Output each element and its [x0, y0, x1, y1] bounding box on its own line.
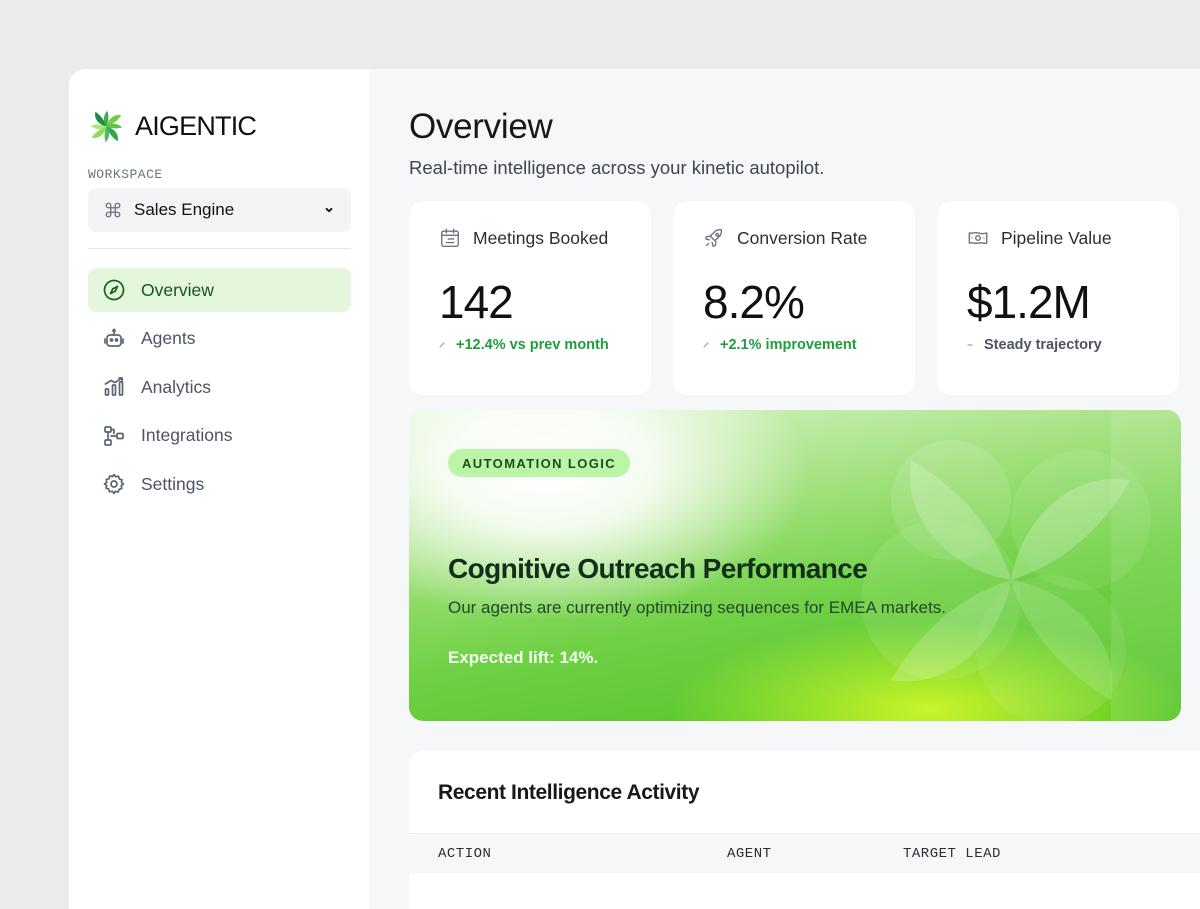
rocket-icon	[705, 228, 723, 247]
gear-icon	[103, 473, 125, 495]
sidebar-nav: Overview Agents Analytics	[88, 268, 351, 506]
stat-value: 8.2%	[703, 276, 805, 328]
hero-badge: AUTOMATION LOGIC	[448, 449, 631, 477]
pinwheel-watermark-icon	[861, 410, 1181, 721]
hero-lift: Expected lift: 14%.	[448, 648, 599, 667]
activity-panel: Recent Intelligence Activity ACTION AGEN…	[409, 751, 1200, 909]
robot-icon	[104, 328, 124, 347]
stat-value: $1.2M	[967, 276, 1091, 328]
sidebar-item-label: Agents	[141, 328, 196, 348]
sidebar-item-label: Overview	[141, 279, 214, 300]
page-title: Overview	[409, 107, 553, 146]
trend-up-icon	[703, 342, 709, 348]
workspace-value: Sales Engine	[134, 200, 235, 219]
hero-banner[interactable]: AUTOMATION LOGIC Cognitive Outreach Perf…	[409, 410, 1181, 721]
trend-flat-icon	[967, 344, 973, 346]
command-icon	[105, 202, 121, 218]
column-header-target-lead[interactable]: TARGET LEAD	[903, 845, 1001, 862]
main-content: Overview Real-time intelligence across y…	[370, 69, 1200, 909]
hero-title: Cognitive Outreach Performance	[448, 553, 868, 584]
brand[interactable]: AIGENTIC	[88, 105, 351, 147]
stat-delta-text: +2.1% improvement	[720, 337, 857, 353]
sidebar-item-overview[interactable]: Overview	[88, 268, 351, 312]
stat-label: Conversion Rate	[737, 227, 868, 248]
sidebar-item-label: Settings	[141, 473, 205, 494]
activity-title: Recent Intelligence Activity	[438, 781, 700, 804]
app-window: AIGENTIC WORKSPACE Sales Engine Overview	[69, 69, 1200, 909]
workspace-label: WORKSPACE	[88, 167, 163, 182]
trend-up-icon	[439, 342, 445, 348]
brand-name: AIGENTIC	[135, 110, 257, 141]
bar-chart-icon	[104, 377, 124, 396]
sidebar-divider	[88, 248, 351, 249]
table-header: ACTION AGENT TARGET LEAD	[409, 833, 1200, 873]
stat-label: Pipeline Value	[1001, 227, 1112, 248]
stat-card-conversion[interactable]: Conversion Rate 8.2% +2.1% improvement	[673, 201, 915, 395]
page-subtitle: Real-time intelligence across your kinet…	[409, 157, 825, 178]
stat-card-pipeline[interactable]: Pipeline Value $1.2M Steady trajectory	[937, 201, 1179, 395]
stat-value: 142	[439, 276, 514, 328]
pinwheel-logo-icon	[90, 110, 123, 142]
stat-delta-text: +12.4% vs prev month	[456, 337, 609, 353]
stat-delta-text: Steady trajectory	[984, 337, 1102, 353]
workspace-select[interactable]: Sales Engine	[88, 188, 351, 232]
stat-delta: +12.4% vs prev month	[439, 337, 621, 353]
workflow-icon	[104, 425, 124, 446]
column-header-action[interactable]: ACTION	[438, 845, 492, 862]
stat-label: Meetings Booked	[473, 227, 609, 248]
money-icon	[968, 232, 988, 244]
sidebar-item-agents[interactable]: Agents	[88, 317, 351, 361]
chevron-down-icon	[325, 207, 333, 213]
stats-row: Meetings Booked 142 +12.4% vs prev month…	[409, 201, 1200, 395]
compass-icon	[103, 279, 125, 301]
sidebar-item-settings[interactable]: Settings	[88, 462, 351, 506]
sidebar: AIGENTIC WORKSPACE Sales Engine Overview	[69, 69, 370, 909]
stat-delta: Steady trajectory	[967, 337, 1149, 353]
stat-delta: +2.1% improvement	[703, 337, 885, 353]
sidebar-item-integrations[interactable]: Integrations	[88, 414, 351, 458]
calendar-icon	[441, 228, 459, 247]
sidebar-item-label: Analytics	[141, 376, 212, 397]
column-header-agent[interactable]: AGENT	[727, 845, 772, 862]
sidebar-item-analytics[interactable]: Analytics	[88, 365, 351, 409]
stat-card-meetings[interactable]: Meetings Booked 142 +12.4% vs prev month	[409, 201, 651, 395]
sidebar-item-label: Integrations	[141, 425, 233, 445]
hero-description: Our agents are currently optimizing sequ…	[448, 598, 946, 617]
